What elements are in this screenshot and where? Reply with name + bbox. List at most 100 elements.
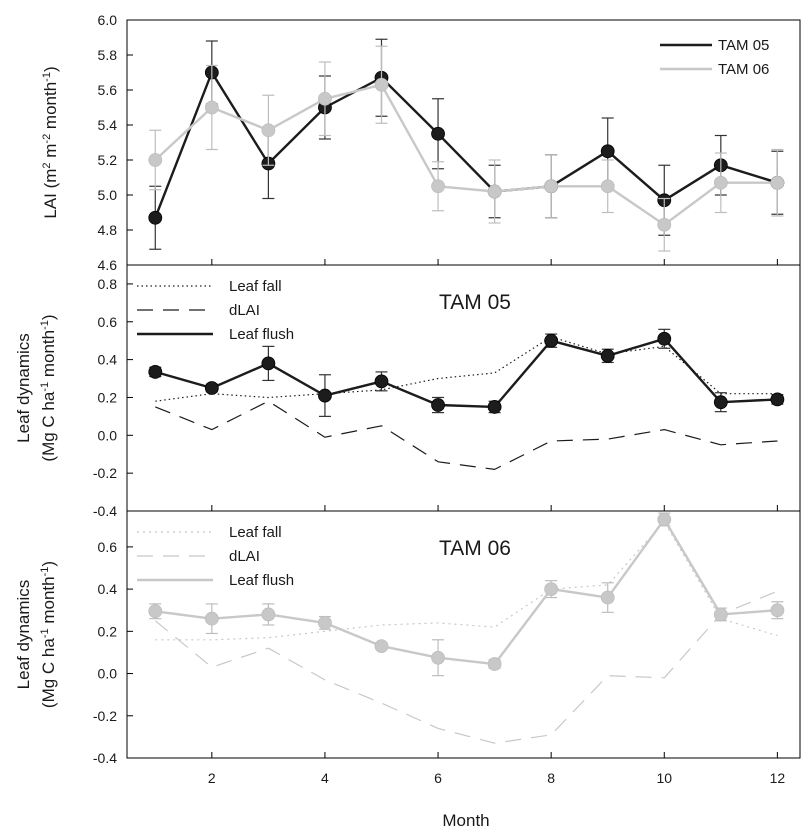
legend-label: dLAI [229,302,260,319]
data-point [374,374,389,389]
data-point [770,603,785,618]
data-point [770,392,785,407]
series-leaf-flush [148,328,785,417]
y-tick-label: 5.4 [98,117,118,133]
legend-label: TAM 06 [718,61,769,78]
legend-label: Leaf flush [229,326,294,343]
data-point [261,123,276,138]
x-tick-label: 8 [547,770,555,786]
data-point [148,365,163,379]
data-point [261,607,276,622]
data-point [600,179,615,194]
data-point [431,650,445,665]
data-point [318,91,332,106]
y-tick-label: -0.4 [93,750,117,766]
series-line [154,83,778,226]
data-point [374,639,389,654]
y-tick-label: -0.4 [93,503,117,519]
data-point [657,512,672,527]
y-tick-label: 0.0 [98,666,118,682]
y-axis-subtitle: (Mg C ha-1 month-1) [39,561,58,708]
series-tam-06 [148,45,785,252]
legend-label: Leaf flush [229,572,294,589]
series-line [154,590,778,744]
y-tick-label: -0.2 [93,465,117,481]
y-tick-label: 6.0 [98,12,118,28]
series-line [154,71,778,219]
legend-label: Leaf fall [229,524,282,541]
series-dlai [155,400,778,470]
tam06-leaf-dynamics-panel: -0.4 -0.2 0.0 0.2 0.4 0.6 2 4 6 8 10 12 Leaf dynamic… [14,510,801,786]
legend-label: TAM 05 [718,37,769,54]
y-tick-label: 0.4 [98,352,118,368]
data-point [713,395,728,410]
y-axis-subtitle: (Mg C ha-1 month-1) [39,314,58,461]
series-leaf-fall [155,336,778,402]
y-tick-label: 4.8 [98,222,118,238]
data-point [261,356,276,371]
series-leaf-fall [155,520,778,641]
data-point [487,400,502,414]
series-leaf-flush [148,512,785,677]
data-point [544,582,559,597]
data-point [713,607,728,622]
y-tick-label: 5.6 [98,82,118,98]
y-tick-label: 5.0 [98,187,118,203]
data-point [657,331,672,346]
data-point [374,77,389,92]
data-point [770,175,785,190]
data-point [544,179,559,194]
tam05-leaf-dynamics-panel: -0.4 -0.2 0.0 0.2 0.4 0.6 0.8 Leaf dynamics (Mg … [14,264,801,519]
x-tick-label: 12 [770,770,786,786]
series-dlai [154,590,778,744]
y-tick-label: 0.2 [98,389,118,405]
y-tick-label: 4.6 [98,257,118,273]
plot-frame [126,510,801,759]
legend: Leaf fall dLAI Leaf flush [137,278,294,343]
data-point [204,611,219,626]
series-line [155,400,778,470]
data-point [148,604,163,619]
data-point [600,144,615,159]
x-tick-label: 4 [321,770,329,786]
legend-label: Leaf fall [229,278,282,295]
y-tick-label: 5.8 [98,47,118,63]
x-axis-title: Month [442,811,489,830]
legend: Leaf fall dLAI Leaf flush [137,524,294,589]
x-tick-label: 2 [208,770,216,786]
data-point [713,175,728,190]
data-point [600,590,615,605]
y-axis-title: LAI (m2 m-2 month-1) [41,66,60,218]
y-tick-label: 0.8 [98,276,118,292]
y-tick-label: 0.6 [98,539,118,555]
series-line [154,337,778,409]
data-point [431,126,445,141]
y-tick-label: 0.6 [98,314,118,330]
data-point [544,333,559,348]
series-line [155,520,778,641]
data-point [148,210,163,225]
legend-label: dLAI [229,548,260,565]
data-point [487,657,502,671]
data-point [204,381,219,395]
y-tick-label: 0.0 [98,427,118,443]
y-tick-label: 0.4 [98,581,118,597]
plot-frame [126,19,801,266]
data-point [600,348,615,363]
panel-title: TAM 05 [439,291,511,314]
panel-title: TAM 06 [439,537,511,560]
x-tick-label: 6 [434,770,442,786]
series-line [155,518,778,666]
y-tick-label: 0.2 [98,623,118,639]
data-point [487,184,502,199]
data-point [148,153,163,167]
x-tick-label: 10 [656,770,672,786]
y-axis-title: Leaf dynamics [14,333,33,443]
data-point [431,398,445,412]
data-point [318,388,332,403]
y-axis-title: Leaf dynamics [14,580,33,690]
data-point [318,615,332,630]
y-tick-label: 5.2 [98,152,118,168]
data-point [431,179,445,194]
